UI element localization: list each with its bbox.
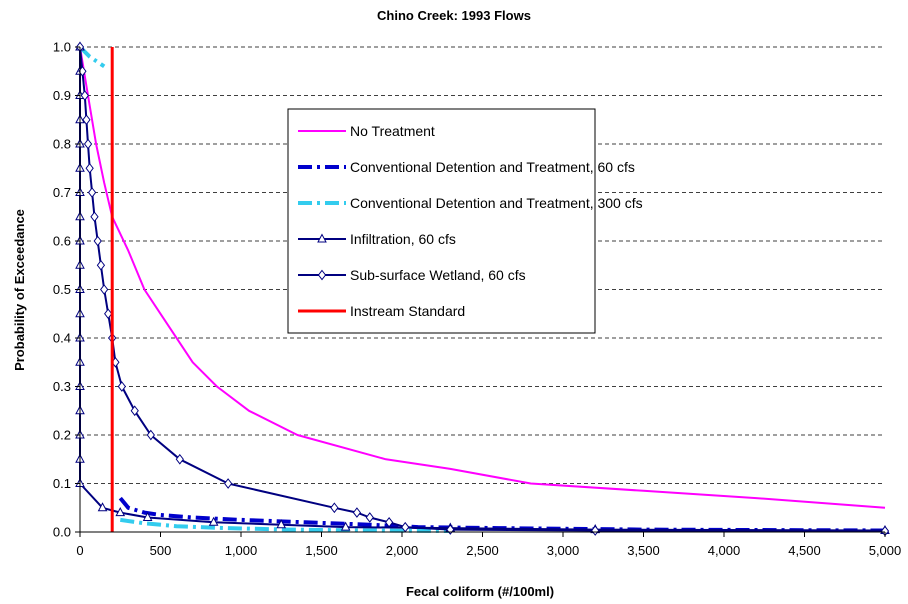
data-point: [104, 308, 113, 320]
data-point: [276, 519, 287, 529]
data-point: [365, 512, 374, 523]
data-point: [208, 516, 219, 526]
axes: [75, 46, 886, 537]
series-line: [118, 496, 886, 533]
x-tick-label: 3,000: [547, 543, 580, 558]
data-point: [100, 284, 109, 295]
y-tick-label: 0.7: [53, 185, 71, 200]
series-1: [118, 496, 886, 533]
x-tick-label: 0: [76, 543, 83, 558]
legend: No Treatment Conventional Detention and T…: [287, 108, 643, 334]
x-axis-label: Fecal coliform (#/100ml): [406, 584, 554, 599]
x-tick-label: 5,000: [869, 543, 902, 558]
legend-entry: Sub-surface Wetland, 60 cfs: [298, 267, 526, 283]
y-tick-label: 1.0: [53, 40, 71, 55]
data-point: [87, 187, 97, 198]
legend-entry: Infiltration, 60 cfs: [298, 231, 456, 247]
x-tick-label: 500: [150, 543, 172, 558]
legend-entry: Conventional Detention and Treatment, 30…: [298, 195, 643, 211]
tick-labels: 0.0 0.1 0.2 0.3 0.4 0.5 0.6 0.7 0.8 0.9 1.0 0 500 1,0…: [53, 40, 901, 559]
chart-title: Chino Creek: 1993 Flows: [377, 8, 531, 23]
data-point: [96, 259, 106, 271]
series-0: [79, 46, 886, 509]
data-point: [340, 521, 351, 531]
data-point: [90, 211, 99, 223]
data-point: [117, 381, 126, 392]
series-layer: [75, 41, 890, 537]
x-tick-label: 2,500: [466, 543, 499, 558]
series-line: [120, 517, 451, 533]
y-tick-label: 0.4: [53, 331, 71, 346]
series-4: [75, 41, 890, 537]
data-point: [142, 511, 153, 521]
y-tick-label: 0.0: [53, 525, 71, 540]
data-point: [591, 525, 600, 536]
legend-label: Infiltration, 60 cfs: [350, 231, 456, 247]
y-tick-label: 0.3: [53, 379, 71, 394]
y-tick-label: 0.1: [53, 476, 71, 491]
data-point: [330, 502, 339, 514]
y-tick-label: 0.8: [53, 137, 71, 152]
legend-marker: [317, 233, 327, 243]
data-point: [85, 162, 94, 174]
data-point: [83, 138, 93, 150]
data-point: [82, 114, 91, 126]
x-tick-label: 4,500: [788, 543, 821, 558]
data-point: [80, 90, 89, 101]
legend-entry: Instream Standard: [298, 303, 465, 319]
data-point: [352, 507, 362, 518]
data-point: [223, 478, 233, 489]
legend-entry: Conventional Detention and Treatment, 60…: [298, 159, 635, 175]
data-point: [146, 429, 155, 441]
x-tick-label: 3,500: [627, 543, 660, 558]
data-point: [384, 516, 394, 528]
series-line: [79, 46, 886, 509]
data-point: [115, 507, 126, 517]
data-point: [97, 502, 108, 512]
y-tick-label: 0.9: [53, 88, 71, 103]
x-tick-label: 1,500: [305, 543, 338, 558]
x-tick-label: 1,000: [225, 543, 258, 558]
y-tick-label: 0.2: [53, 428, 71, 443]
y-axis-label: Probability of Exceedance: [12, 209, 27, 371]
legend-label: Sub-surface Wetland, 60 cfs: [350, 267, 526, 283]
legend-marker: [317, 269, 327, 281]
legend-box: [287, 108, 596, 334]
x-tick-label: 2,000: [386, 543, 419, 558]
data-point: [130, 405, 139, 417]
x-tick-label: 4,000: [708, 543, 741, 558]
legend-entry: No Treatment: [298, 123, 435, 139]
legend-label: Instream Standard: [350, 303, 465, 319]
legend-label: No Treatment: [350, 123, 435, 139]
y-tick-label: 0.6: [53, 234, 71, 249]
y-tick-label: 0.5: [53, 282, 71, 297]
legend-label: Conventional Detention and Treatment, 60…: [350, 159, 635, 175]
data-point: [175, 453, 184, 465]
data-point: [93, 235, 102, 247]
legend-label: Conventional Detention and Treatment, 30…: [350, 195, 643, 211]
